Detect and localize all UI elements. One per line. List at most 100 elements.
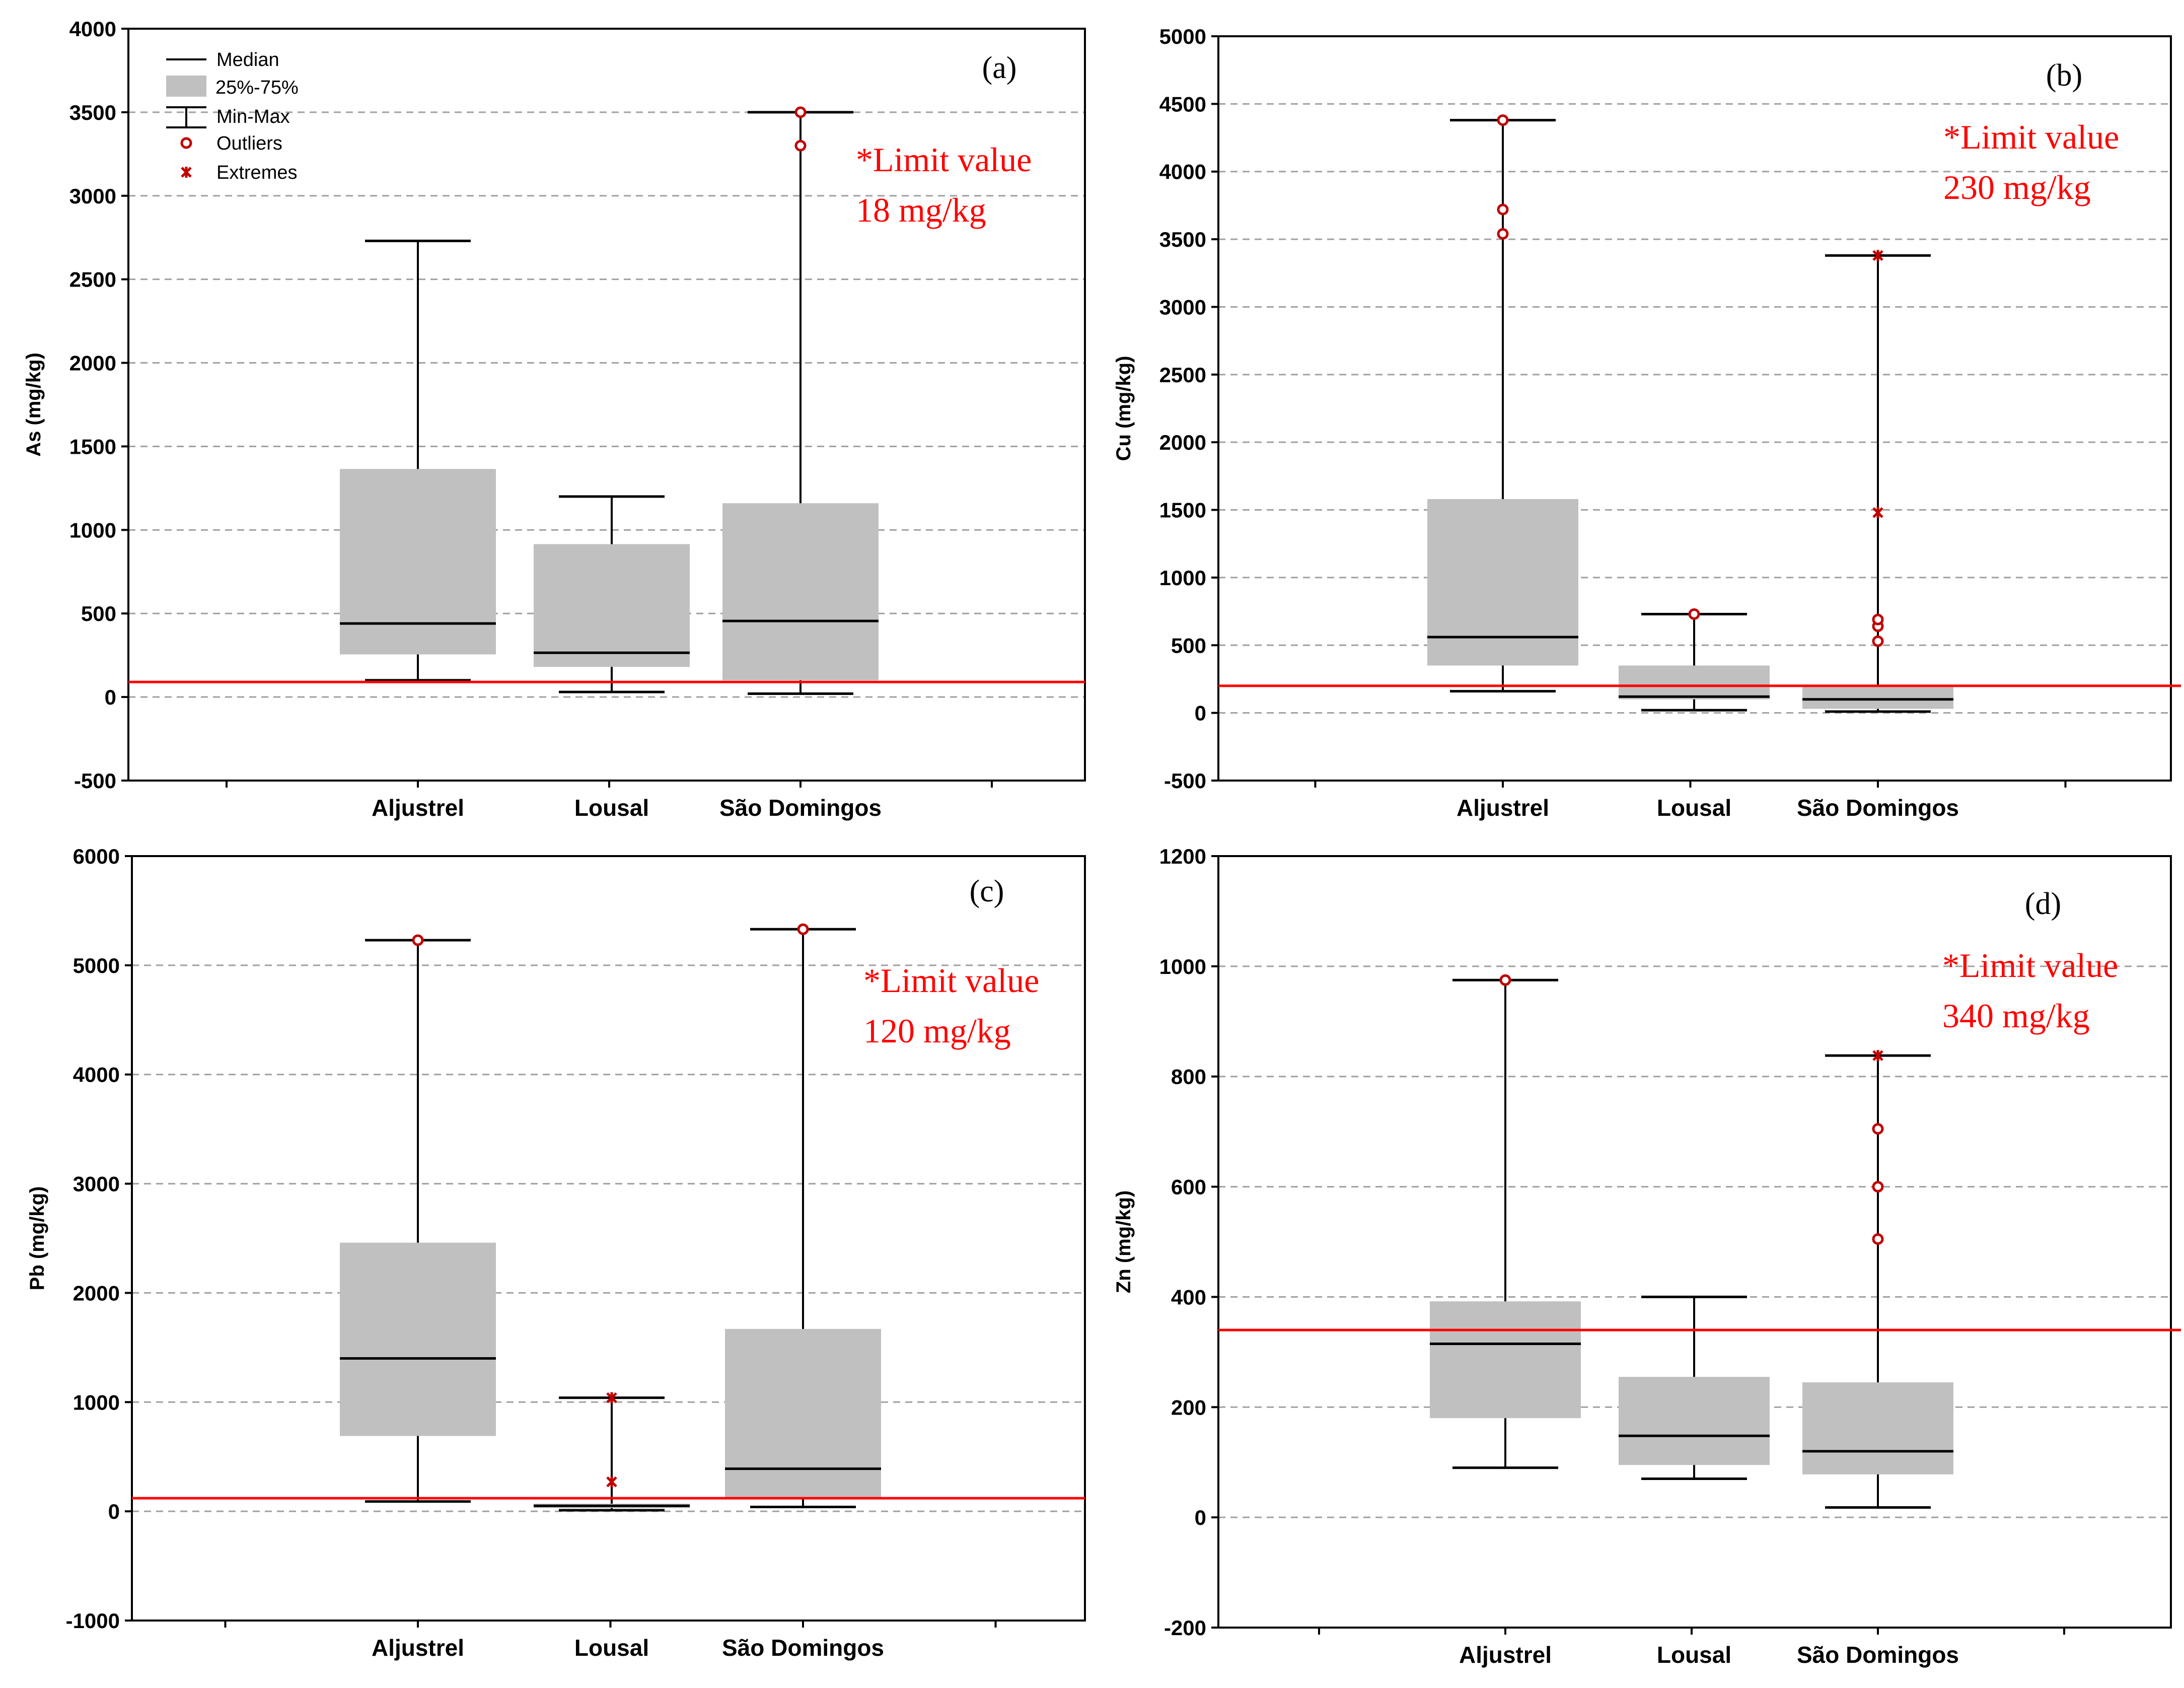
outlier-point bbox=[1872, 613, 1884, 625]
outlier-point bbox=[794, 106, 807, 118]
iqr-box bbox=[1619, 665, 1770, 699]
legend: Median 25%-75% Min-Max Outliers Extremes bbox=[166, 49, 299, 183]
legend-box-label: 25%-75% bbox=[215, 77, 299, 98]
legend-median-label: Median bbox=[216, 49, 279, 71]
limit-label-line2: 230 mg/kg bbox=[1943, 168, 2091, 206]
legend-outlier-label: Outliers bbox=[216, 133, 282, 154]
x-category-label: Aljustrel bbox=[372, 1635, 464, 1661]
y-tick-label: 0 bbox=[105, 685, 116, 709]
box-aljustrel bbox=[340, 934, 496, 1503]
iqr-box bbox=[722, 503, 879, 680]
plot-frame bbox=[127, 28, 1086, 782]
extreme-point bbox=[1872, 507, 1883, 518]
x-category-label: Lousal bbox=[1657, 1642, 1731, 1668]
extreme-point bbox=[1872, 250, 1883, 261]
box-aljustrel bbox=[1427, 114, 1578, 693]
outlier-point bbox=[1497, 114, 1509, 126]
legend-whisker-label: Min-Max bbox=[216, 106, 290, 127]
box-s-o-domingos bbox=[1802, 1050, 1953, 1509]
x-category-label: São Domingos bbox=[1797, 1642, 1959, 1668]
iqr-box bbox=[1802, 1382, 1953, 1474]
y-tick-label: 4000 bbox=[69, 17, 116, 41]
x-category-label: Lousal bbox=[574, 1635, 649, 1661]
x-category-label: Aljustrel bbox=[1459, 1642, 1552, 1668]
iqr-box bbox=[340, 469, 496, 655]
y-tick-label: -1000 bbox=[66, 1609, 120, 1633]
panel-tag: (a) bbox=[982, 51, 1017, 85]
panel-tag: (b) bbox=[2046, 58, 2082, 93]
limit-label-line2: 120 mg/kg bbox=[863, 1012, 1011, 1050]
y-tick-label: 3000 bbox=[69, 184, 116, 208]
box-lousal bbox=[534, 1392, 690, 1512]
limit-label-line2: 18 mg/kg bbox=[856, 191, 986, 229]
extreme-point bbox=[606, 1476, 617, 1488]
box-lousal bbox=[1619, 1295, 1770, 1481]
outlier-point bbox=[1499, 974, 1511, 986]
y-tick-label: -500 bbox=[1164, 769, 1206, 793]
x-category-label: São Domingos bbox=[722, 1635, 884, 1661]
y-tick-label: 0 bbox=[1195, 701, 1206, 725]
outlier-point bbox=[1688, 608, 1700, 620]
y-tick-label: 6000 bbox=[73, 845, 120, 868]
y-axis-label: Cu (mg/kg) bbox=[1113, 356, 1135, 461]
y-tick-label: 1500 bbox=[69, 435, 116, 458]
legend-extreme-label: Extremes bbox=[216, 162, 297, 183]
iqr-box bbox=[534, 544, 690, 667]
limit-label-line1: *Limit value bbox=[1943, 118, 2119, 156]
box-s-o-domingos bbox=[722, 106, 879, 695]
y-axis-label: Pb (mg/kg) bbox=[26, 1186, 48, 1291]
y-tick-label: 2000 bbox=[1159, 431, 1206, 454]
y-tick-label: 4500 bbox=[1159, 92, 1206, 116]
y-tick-label: 500 bbox=[1171, 634, 1206, 657]
x-category-label: Lousal bbox=[1657, 795, 1731, 821]
outlier-point bbox=[794, 139, 807, 152]
y-tick-label: -200 bbox=[1164, 1616, 1206, 1640]
y-tick-label: -500 bbox=[74, 769, 116, 793]
y-tick-label: 600 bbox=[1171, 1175, 1206, 1199]
limit-label-line1: *Limit value bbox=[1942, 946, 2118, 984]
outlier-point bbox=[1872, 1123, 1884, 1135]
legend-box-swatch bbox=[166, 76, 206, 97]
extreme-point bbox=[606, 1392, 617, 1403]
iqr-box bbox=[1427, 499, 1578, 666]
y-tick-label: 1000 bbox=[69, 518, 116, 542]
legend-whisker-swatch bbox=[166, 106, 206, 128]
x-category-label: Aljustrel bbox=[372, 795, 464, 821]
y-tick-label: 800 bbox=[1171, 1065, 1206, 1089]
box-lousal bbox=[1619, 608, 1770, 712]
outlier-point bbox=[412, 934, 424, 946]
y-tick-label: 1000 bbox=[1159, 955, 1206, 978]
outlier-point bbox=[1497, 203, 1509, 216]
panel-tag: (d) bbox=[2025, 887, 2061, 921]
y-axis-label: As (mg/kg) bbox=[23, 353, 45, 457]
box-aljustrel bbox=[1430, 974, 1581, 1469]
y-tick-label: 1200 bbox=[1159, 845, 1206, 868]
y-tick-label: 4000 bbox=[73, 1063, 120, 1087]
plot-frame bbox=[1217, 855, 2172, 1629]
box-s-o-domingos bbox=[725, 923, 881, 1508]
panel-c: -1000 0 1000 2000 3000 4000 5000 6000 Pb (mg/kg)… bbox=[26, 845, 1086, 1661]
x-category-label: Lousal bbox=[574, 795, 649, 821]
y-tick-label: 5000 bbox=[73, 954, 120, 977]
limit-label-line1: *Limit value bbox=[856, 140, 1032, 179]
y-tick-label: 0 bbox=[1195, 1506, 1206, 1529]
limit-label-line1: *Limit value bbox=[863, 961, 1039, 1000]
limit-label-line2: 340 mg/kg bbox=[1942, 997, 2090, 1035]
y-tick-label: 2000 bbox=[69, 351, 116, 375]
y-tick-label: 3500 bbox=[1159, 228, 1206, 251]
y-tick-label: 3500 bbox=[69, 101, 116, 124]
plot-frame bbox=[131, 855, 1086, 1622]
iqr-box bbox=[725, 1328, 881, 1499]
panel-a: -500 0 500 1000 1500 2000 2500 3000 3500 4000 As (… bbox=[23, 17, 1086, 821]
y-tick-label: 2000 bbox=[73, 1281, 120, 1305]
iqr-box bbox=[1619, 1377, 1770, 1465]
y-tick-label: 4000 bbox=[1159, 160, 1206, 184]
outlier-point bbox=[1872, 1181, 1884, 1193]
y-tick-label: 3000 bbox=[1159, 295, 1206, 319]
x-category-label: São Domingos bbox=[719, 795, 882, 821]
outlier-point bbox=[1872, 635, 1884, 647]
iqr-box bbox=[1802, 685, 1953, 709]
outlier-point bbox=[1497, 228, 1509, 240]
iqr-box bbox=[340, 1242, 496, 1436]
